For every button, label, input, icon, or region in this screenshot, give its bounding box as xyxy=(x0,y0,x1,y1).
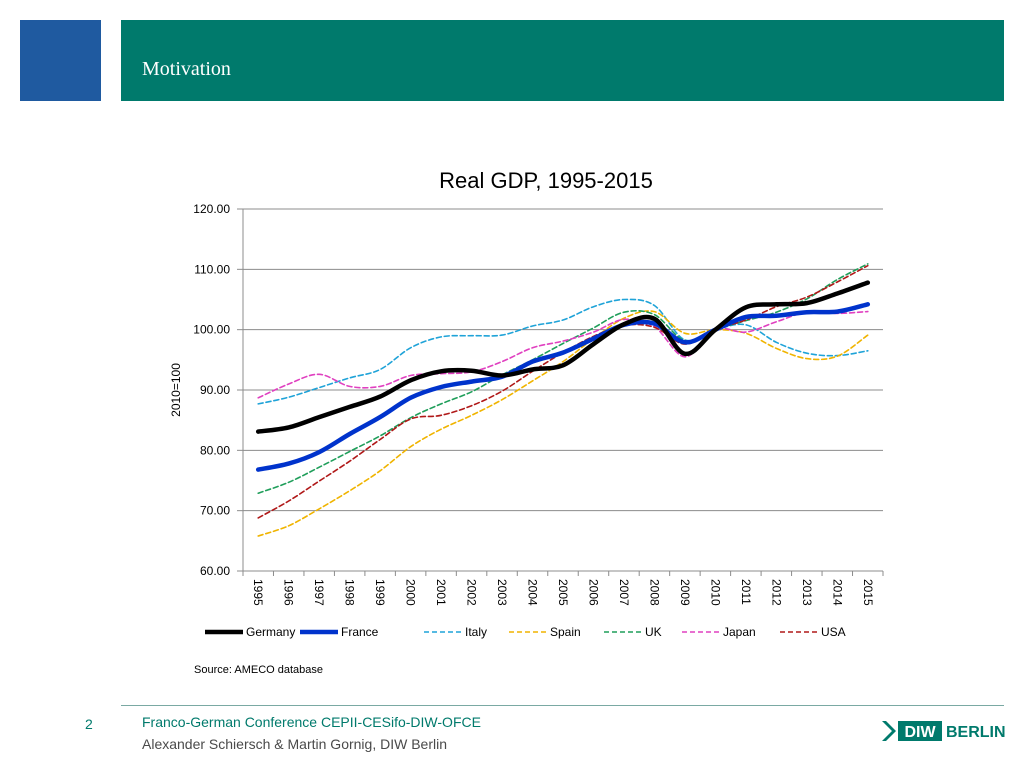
x-tick-label: 2003 xyxy=(495,579,509,606)
y-tick-label: 110.00 xyxy=(194,262,230,276)
x-tick-labels: 1995 1996 1997 1998 1999 2000 2001 2002 2003 2004… xyxy=(251,579,875,606)
x-tick-label: 2008 xyxy=(647,579,661,606)
source-note: Source: AMECO database xyxy=(194,664,324,676)
x-tick-label: 2013 xyxy=(800,579,814,606)
x-tick-label: 2010 xyxy=(708,579,722,606)
x-tick-label: 2001 xyxy=(434,579,448,606)
slide-title: Motivation xyxy=(142,58,231,80)
x-tick-label: 2007 xyxy=(617,579,631,606)
x-tick-label: 2012 xyxy=(769,579,783,606)
series-line-uk xyxy=(257,263,869,494)
x-tick-label: 1998 xyxy=(343,579,357,606)
x-tick-label: 2014 xyxy=(830,579,844,606)
legend-label-france: France xyxy=(341,625,379,639)
series-line-germany xyxy=(255,280,871,434)
y-tick-label: 90.00 xyxy=(200,383,230,397)
x-tick-label: 2002 xyxy=(465,579,479,606)
legend-label-spain: Spain xyxy=(550,625,581,639)
x-tick-label: 2006 xyxy=(586,579,600,606)
legend: Germany France Italy Spain UK Japan USA xyxy=(205,625,846,639)
legend-label-germany: Germany xyxy=(246,625,295,639)
footer-authors: Alexander Schiersch & Martin Gornig, DIW… xyxy=(142,736,447,752)
page-number: 2 xyxy=(85,716,93,732)
legend-label-italy: Italy xyxy=(465,625,487,639)
x-tick-label: 2015 xyxy=(861,579,875,606)
legend-label-japan: Japan xyxy=(723,625,756,639)
series-line-france xyxy=(255,302,871,472)
logo-chevron-icon xyxy=(882,721,896,741)
y-tick-label: 60.00 xyxy=(200,564,230,578)
series-line-usa xyxy=(257,264,869,519)
series-lines xyxy=(255,263,871,537)
footer-divider xyxy=(121,705,1004,706)
x-tick-label: 2009 xyxy=(678,579,692,606)
x-tick-label: 2005 xyxy=(556,579,570,606)
x-tick-label: 2004 xyxy=(526,579,540,606)
y-tick-label: 100.00 xyxy=(193,323,230,337)
header-bar: Motivation xyxy=(121,20,1004,101)
x-tick-label: 1995 xyxy=(251,579,265,606)
y-axis-label: 2010=100 xyxy=(169,363,183,417)
x-tick-label: 1996 xyxy=(282,579,296,606)
series-line-japan xyxy=(257,310,869,399)
y-tick-labels: 60.00 70.00 80.00 90.00 100.00 110.00 120.00 xyxy=(193,202,230,578)
accent-square xyxy=(20,20,101,101)
gridlines xyxy=(243,208,883,572)
series-line-italy xyxy=(257,298,869,405)
x-tick-label: 1999 xyxy=(373,579,387,606)
legend-label-uk: UK xyxy=(645,625,662,639)
y-tick-label: 70.00 xyxy=(200,504,230,518)
axes xyxy=(237,208,884,576)
legend-label-usa: USA xyxy=(821,625,846,639)
logo-mark: DIW xyxy=(904,724,936,741)
y-tick-label: 120.00 xyxy=(193,202,230,216)
chart-title: Real GDP, 1995-2015 xyxy=(439,168,653,193)
y-tick-label: 80.00 xyxy=(200,443,230,457)
diw-berlin-logo: DIW BERLIN xyxy=(882,721,1006,741)
logo-text: BERLIN xyxy=(946,724,1006,741)
footer-conference: Franco-German Conference CEPII-CESifo-DI… xyxy=(142,714,481,730)
x-tick-label: 2011 xyxy=(739,579,753,605)
x-tick-label: 2000 xyxy=(404,579,418,606)
x-tick-label: 1997 xyxy=(312,579,326,606)
series-line-spain xyxy=(257,310,869,537)
